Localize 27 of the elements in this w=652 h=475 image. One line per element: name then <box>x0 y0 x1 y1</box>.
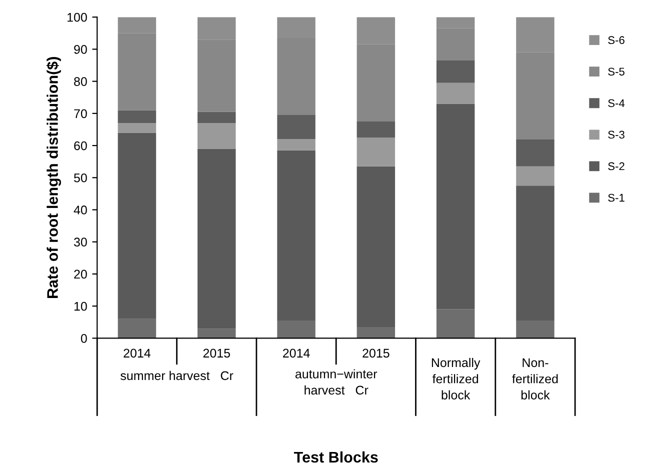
y-tick-label: 80 <box>74 77 87 86</box>
y-tick-label: 10 <box>74 302 87 311</box>
legend-label: S-2 <box>608 162 624 170</box>
legend-label: S-3 <box>608 130 624 139</box>
x-tick-label: Non-fertilized block <box>512 358 558 400</box>
y-tick-label: 50 <box>74 173 87 182</box>
legend-label: S-6 <box>608 36 624 44</box>
x-tick-label: 2014 <box>124 348 151 358</box>
x-tick-label: 2014 <box>283 348 310 358</box>
y-tick-label: 100 <box>68 12 87 22</box>
legend-label: S-4 <box>608 99 625 108</box>
legend-label: S-5 <box>608 68 624 76</box>
y-tick-label: 0 <box>80 334 87 343</box>
y-tick-label: 30 <box>74 238 87 247</box>
text: autumn−winter harvest Cr <box>295 369 378 395</box>
y-axis-title: Rate of root length distribution($) <box>46 57 62 298</box>
y-tick-label: 60 <box>74 141 87 150</box>
x-tick-label: 2015 <box>203 348 230 358</box>
x-tick-label: 2015 <box>362 348 390 358</box>
x-tick-label: Normally fertilized block <box>432 358 480 400</box>
y-tick-label: 40 <box>74 206 87 214</box>
y-tick-label: 90 <box>74 45 87 54</box>
text: summer harvest Cr <box>120 370 234 380</box>
x-axis-title: Test Blocks <box>294 451 378 463</box>
legend-label: S-1 <box>608 194 624 202</box>
y-tick-label: 20 <box>74 270 87 279</box>
y-tick-label: 70 <box>74 109 87 118</box>
